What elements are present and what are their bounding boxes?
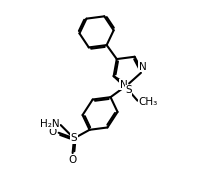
Text: CH₃: CH₃ — [139, 97, 158, 107]
Text: O: O — [68, 155, 76, 165]
Text: O: O — [49, 127, 57, 137]
Text: H₂N: H₂N — [40, 119, 59, 129]
Text: S: S — [71, 133, 77, 143]
Text: N: N — [120, 80, 128, 90]
Text: N: N — [139, 62, 146, 71]
Text: S: S — [125, 85, 132, 95]
